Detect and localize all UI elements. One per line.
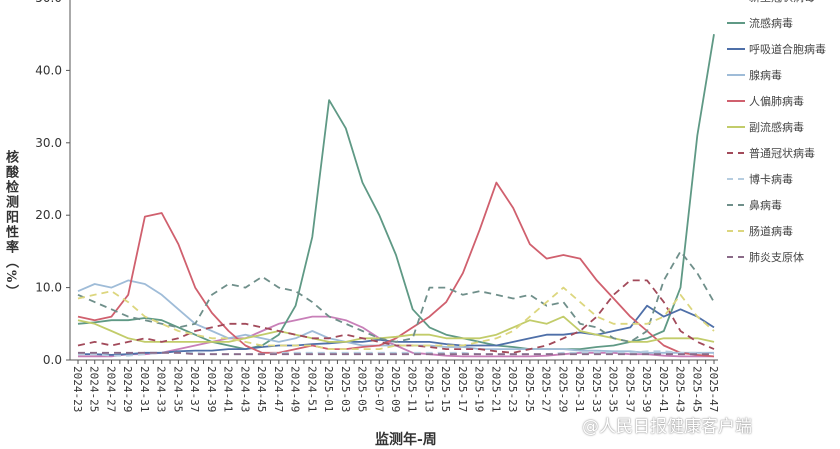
x-tick-label: 2024-49 xyxy=(289,366,302,412)
x-tick-label: 2025-31 xyxy=(573,366,586,412)
legend-label: 新型冠状病毒 xyxy=(749,0,815,4)
series-line xyxy=(78,34,714,349)
x-tick-label: 2025-33 xyxy=(590,366,603,412)
x-tick-label: 2025-13 xyxy=(422,366,435,412)
x-tick-label: 2025-03 xyxy=(339,366,352,412)
x-tick-label: 2025-37 xyxy=(623,366,636,412)
legend-label: 普通冠状病毒 xyxy=(749,146,815,160)
x-tick-label: 2025-41 xyxy=(657,366,670,412)
x-tick-label: 2025-29 xyxy=(556,366,569,412)
series-line xyxy=(78,251,714,342)
x-tick-label: 2025-19 xyxy=(473,366,486,412)
legend-label: 人偏肺病毒 xyxy=(749,94,804,108)
x-tick-label: 2025-23 xyxy=(506,366,519,412)
x-tick-label: 2024-29 xyxy=(121,366,134,412)
x-tick-label: 2025-01 xyxy=(322,366,335,412)
legend-label: 呼吸道合胞病毒 xyxy=(749,42,826,56)
y-tick-label: 0.0 xyxy=(43,353,62,367)
x-tick-label: 2024-33 xyxy=(155,366,168,412)
x-tick-label: 2024-41 xyxy=(222,366,235,412)
x-tick-label: 2025-09 xyxy=(389,366,402,412)
x-tick-label: 2025-07 xyxy=(372,366,385,412)
legend-label: 鼻病毒 xyxy=(749,198,782,212)
legend-label: 流感病毒 xyxy=(749,16,793,30)
x-tick-label: 2024-25 xyxy=(88,366,101,412)
line-chart: 0.010.020.030.040.050.02024-232024-25202… xyxy=(0,0,840,440)
legend-label: 肠道病毒 xyxy=(749,224,793,238)
x-tick-label: 2025-43 xyxy=(674,366,687,412)
x-tick-label: 2024-37 xyxy=(188,366,201,412)
legend-label: 博卡病毒 xyxy=(749,172,793,186)
legend-label: 腺病毒 xyxy=(749,68,782,82)
y-tick-label: 30.0 xyxy=(35,136,62,150)
x-tick-label: 2024-51 xyxy=(305,366,318,412)
x-tick-label: 2025-11 xyxy=(406,366,419,412)
x-tick-label: 2024-47 xyxy=(272,366,285,412)
x-tick-label: 2025-39 xyxy=(640,366,653,412)
x-tick-label: 2025-15 xyxy=(439,366,452,412)
x-tick-label: 2024-35 xyxy=(171,366,184,412)
x-tick-label: 2024-27 xyxy=(104,366,117,412)
x-tick-label: 2025-25 xyxy=(523,366,536,412)
x-tick-label: 2024-45 xyxy=(255,366,268,412)
x-tick-label: 2024-43 xyxy=(238,366,251,412)
x-tick-label: 2025-47 xyxy=(707,366,720,412)
x-tick-label: 2024-39 xyxy=(205,366,218,412)
series-1 xyxy=(78,34,714,349)
x-tick-label: 2025-17 xyxy=(456,366,469,412)
y-tick-label: 50.0 xyxy=(35,0,62,5)
y-axis-label: 核酸检测阳性率（%） xyxy=(4,150,20,299)
x-axis-label: 监测年-周 xyxy=(375,429,437,449)
x-tick-label: 2025-21 xyxy=(489,366,502,412)
x-tick-label: 2024-23 xyxy=(71,366,84,412)
legend-label: 肺炎支原体 xyxy=(749,250,804,264)
y-tick-label: 40.0 xyxy=(35,63,62,77)
watermark: @人民日报健康客户端 xyxy=(582,412,752,437)
series-8 xyxy=(78,251,714,342)
y-tick-label: 10.0 xyxy=(35,281,62,295)
series-2 xyxy=(78,306,714,355)
x-tick-label: 2025-05 xyxy=(356,366,369,412)
y-tick-label: 20.0 xyxy=(35,208,62,222)
x-tick-label: 2025-35 xyxy=(607,366,620,412)
legend-label: 副流感病毒 xyxy=(749,120,804,134)
x-tick-label: 2025-45 xyxy=(690,366,703,412)
series-line xyxy=(78,306,714,355)
x-tick-label: 2025-27 xyxy=(540,366,553,412)
x-tick-label: 2024-31 xyxy=(138,366,151,412)
